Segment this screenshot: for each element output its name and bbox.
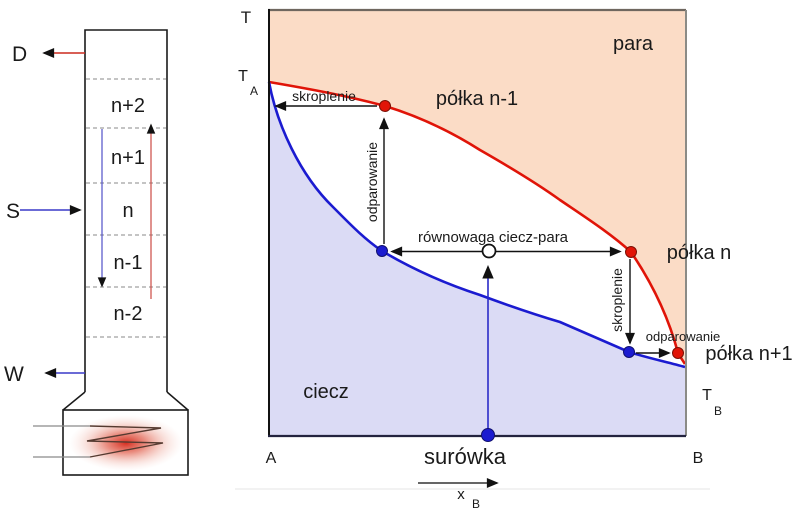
point-bubble-n (376, 245, 388, 257)
point-shelf-n-plus-1 (672, 347, 684, 359)
t-b-subscript: B (714, 404, 722, 418)
condensation-right-label: skroplenie (609, 268, 625, 332)
heating-coil (86, 425, 164, 458)
tray-label-n2up: n+2 (111, 95, 145, 117)
reboiler-flare-right (166, 391, 189, 411)
reboiler-flare-left (62, 391, 86, 411)
shelf-n-label: półka n (667, 242, 732, 264)
phase-diagram: para ciecz skroplenie półka n-1 odparowa… (235, 8, 793, 511)
point-bubble-n-plus-1 (623, 346, 635, 358)
x-composition-label: x (457, 486, 465, 503)
x-axis-left-label: A (266, 450, 277, 467)
point-equilibrium (481, 243, 497, 259)
tray-label-n1up: n+1 (111, 147, 145, 169)
point-feed (481, 428, 495, 442)
reboiler (33, 391, 189, 476)
bottoms-label: W (4, 363, 24, 386)
shelf-n-minus-1-label: półka n-1 (436, 88, 518, 110)
t-a-label: T (238, 68, 248, 85)
tray-label-n1down: n-1 (114, 252, 143, 274)
tray-label-n2down: n-2 (114, 303, 143, 325)
vapor-region-label: para (613, 33, 654, 55)
evaporation-right-label: odparowanie (646, 329, 720, 344)
bubble-curve (267, 81, 686, 369)
x-axis-right-label: B (693, 450, 704, 467)
shelf-n-plus-1-label: półka n+1 (705, 343, 792, 365)
liquid-region-label: ciecz (303, 381, 349, 403)
column-body (84, 29, 168, 392)
feed-stream-label: S (6, 200, 20, 223)
condensation-top-label: skroplenie (292, 88, 356, 104)
tray-label-n: n (122, 200, 133, 222)
heat-glow (69, 415, 183, 471)
x-composition-subscript: B (472, 497, 480, 511)
vapor-region (269, 10, 685, 364)
t-b-label: T (702, 387, 712, 404)
distillate-label: D (12, 43, 27, 66)
tray-labels: n+2 n+1 n n-1 n-2 (111, 95, 145, 325)
distillation-column: n+2 n+1 n n-1 n-2 D S W (4, 29, 189, 476)
t-a-subscript: A (250, 84, 258, 98)
point-shelf-n (625, 246, 637, 258)
point-shelf-n-minus-1 (379, 100, 391, 112)
evaporation-left-label: odparowanie (364, 142, 380, 222)
liquid-region (269, 82, 685, 436)
temperature-axis-label: T (241, 8, 251, 27)
feed-label: surówka (424, 444, 507, 469)
equilibrium-label: równowaga ciecz-para (418, 229, 569, 246)
